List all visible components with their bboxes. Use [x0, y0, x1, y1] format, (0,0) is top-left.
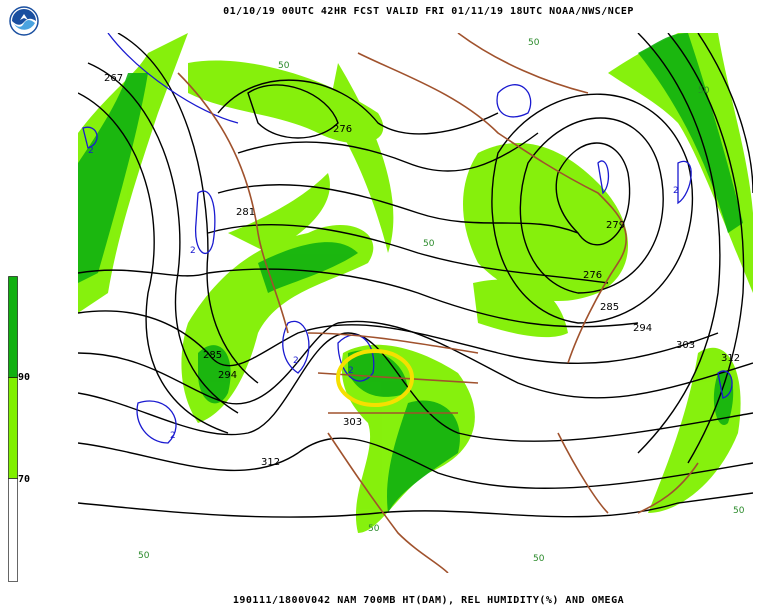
rh-label: 50	[698, 86, 710, 96]
contour-label: 294	[218, 370, 237, 381]
rh-label: 50	[528, 38, 540, 48]
rh-label: 50	[423, 239, 435, 249]
contour-label: 303	[676, 340, 695, 351]
omega-contours	[82, 33, 733, 444]
rh-label: 50	[368, 524, 380, 534]
contour-label: 285	[203, 350, 222, 361]
contour-label: 267	[104, 73, 123, 84]
rh-label: 50	[138, 551, 150, 561]
contour-label: 276	[583, 270, 602, 281]
contour-label: 281	[236, 207, 255, 218]
contour-label: 303	[343, 417, 362, 428]
omega-label: 2	[348, 366, 354, 376]
legend-label-70: 70	[18, 474, 31, 485]
omega-label: 2	[88, 146, 94, 156]
contour-label: 285	[600, 302, 619, 313]
omega-label: 2	[170, 431, 176, 441]
contour-label: 276	[333, 124, 352, 135]
geographic-borders	[177, 33, 699, 573]
omega-label: 2	[293, 356, 299, 366]
rh-label: 50	[533, 554, 545, 564]
legend-label-90: 90	[18, 372, 31, 383]
noaa-logo	[9, 6, 39, 36]
height-contours	[78, 33, 753, 518]
omega-label: 2	[190, 246, 196, 256]
contour-label: 312	[261, 457, 280, 468]
contour-label: 279	[606, 220, 625, 231]
contour-label: 312	[721, 353, 740, 364]
omega-label: 2	[673, 186, 679, 196]
rh-90-areas	[78, 33, 743, 513]
height-labels: 267 276 281 285 294 303 312 279 276 285 …	[104, 73, 740, 468]
highlight-circle	[336, 349, 414, 407]
rh-labels: 50 50 50 50 50 50 50 50	[138, 38, 745, 564]
rh-label: 50	[733, 506, 745, 516]
forecast-header-title: 01/10/19 00UTC 42HR FCST VALID FRI 01/11…	[223, 6, 634, 17]
rh-color-legend	[8, 276, 18, 582]
omega-labels: 2 2 2 2 2 2	[88, 146, 679, 441]
weather-map: 267 276 281 285 294 303 312 279 276 285 …	[78, 33, 753, 573]
rh-label: 50	[278, 61, 290, 71]
product-description: 190111/1800V042 NAM 700MB HT(DAM), REL H…	[232, 595, 625, 606]
contour-label: 294	[633, 323, 652, 334]
